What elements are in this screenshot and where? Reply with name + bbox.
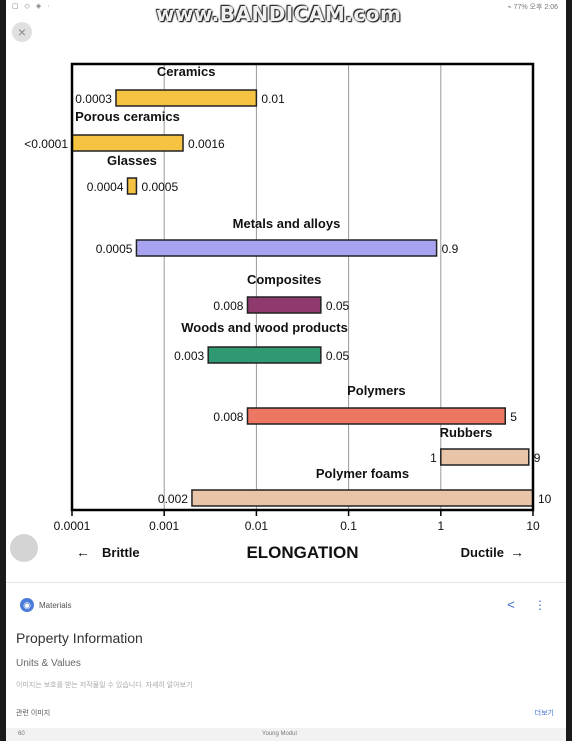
bar-max-label: 0.05 <box>326 349 350 363</box>
bar <box>191 489 534 507</box>
thumbnail-caption-left: 60 <box>18 731 25 737</box>
related-thumbnails-strip[interactable]: 60 Young Modul <box>6 728 566 741</box>
bar-min-label: <0.0001 <box>24 137 68 151</box>
bar-category-label: Glasses <box>107 153 157 168</box>
bar <box>71 134 184 152</box>
globe-icon: ◉ <box>20 598 34 612</box>
x-axis-title: ELONGATION <box>246 543 358 562</box>
brittle-label: Brittle <box>102 545 140 560</box>
bar-category-label: Metals and alloys <box>233 216 341 231</box>
bar-category-label: Woods and wood products <box>181 320 348 335</box>
bar-min-label: 0.0005 <box>96 242 133 256</box>
bar-category-label: Polymers <box>347 383 406 398</box>
source-chip[interactable]: ◉ Materials <box>20 596 71 614</box>
bar <box>115 89 258 107</box>
floating-button[interactable] <box>10 534 38 562</box>
thumbnail-caption-mid: Young Modul <box>262 731 297 737</box>
ductile-label: Ductile <box>461 545 504 560</box>
bar-min-label: 0.002 <box>158 492 188 506</box>
arrow-right-icon: → <box>510 544 524 560</box>
status-bar: ▢ ◇ ◈ · ⌁ 77% 오후 2:06 <box>6 0 566 14</box>
share-icon[interactable]: < <box>507 597 515 612</box>
arrow-left-icon: ← <box>76 544 90 560</box>
bar-min-label: 0.0004 <box>87 180 124 194</box>
status-icons: ▢ ◇ ◈ · <box>12 3 52 10</box>
bar-min-label: 1 <box>430 451 437 465</box>
bar <box>135 239 438 257</box>
bar-category-label: Rubbers <box>440 425 493 440</box>
bar-category-label: Polymer foams <box>316 466 409 481</box>
bar-max-label: 0.9 <box>442 242 459 256</box>
bar-category-label: Composites <box>247 272 321 287</box>
elongation-chart: Ceramics 0.0003 0.01 Porous ceramics <0.0001… <box>6 40 566 580</box>
bar <box>207 346 322 364</box>
x-tick-label: 0.01 <box>245 519 269 533</box>
x-tick-label: 0.1 <box>340 519 357 533</box>
copyright-notice: 이미지는 보호를 받는 저작물일 수 있습니다. 자세히 알아보기 <box>16 682 193 689</box>
status-battery-time: ⌁ 77% 오후 2:06 <box>507 4 558 11</box>
bar-category-label: Ceramics <box>157 64 216 79</box>
elongation-chart-svg: Ceramics 0.0003 0.01 Porous ceramics <0.0001… <box>24 62 552 562</box>
bar <box>246 407 506 425</box>
property-title: Property Information <box>16 630 143 646</box>
more-vertical-icon[interactable]: ⋮ <box>534 598 546 612</box>
bar-min-label: 0.008 <box>213 410 243 424</box>
bar-min-label: 0.008 <box>213 299 243 313</box>
x-tick-label: 10 <box>526 519 540 533</box>
more-link[interactable]: 더보기 <box>534 710 554 717</box>
bar <box>440 448 530 466</box>
bar <box>246 296 322 314</box>
plot-frame <box>70 62 535 512</box>
close-icon[interactable]: × <box>12 22 32 42</box>
x-tick-label: 1 <box>437 519 444 533</box>
x-tick-label: 0.001 <box>149 519 179 533</box>
bar-category-label: Porous ceramics <box>75 109 180 124</box>
bar-max-label: 0.0005 <box>141 180 178 194</box>
related-images-label: 관련 이미지 <box>16 710 51 717</box>
bar-min-label: 0.0003 <box>75 92 112 106</box>
bar <box>126 177 138 195</box>
bar-max-label: 9 <box>534 451 541 465</box>
recording-watermark: www.BANDICAM.com <box>156 2 402 26</box>
panel-divider <box>6 582 566 583</box>
bar-max-label: 0.05 <box>326 299 350 313</box>
x-tick-label: 0.0001 <box>54 519 91 533</box>
source-name: Materials <box>39 600 72 610</box>
bar-max-label: 0.01 <box>261 92 285 106</box>
units-values-label: Units & Values <box>16 658 81 669</box>
browser-screen: ▢ ◇ ◈ · ⌁ 77% 오후 2:06 www.BANDICAM.com ×… <box>6 0 566 741</box>
bar-max-label: 10 <box>538 492 552 506</box>
bar-min-label: 0.003 <box>174 349 204 363</box>
bar-max-label: 5 <box>510 410 517 424</box>
bar-max-label: 0.0016 <box>188 137 225 151</box>
